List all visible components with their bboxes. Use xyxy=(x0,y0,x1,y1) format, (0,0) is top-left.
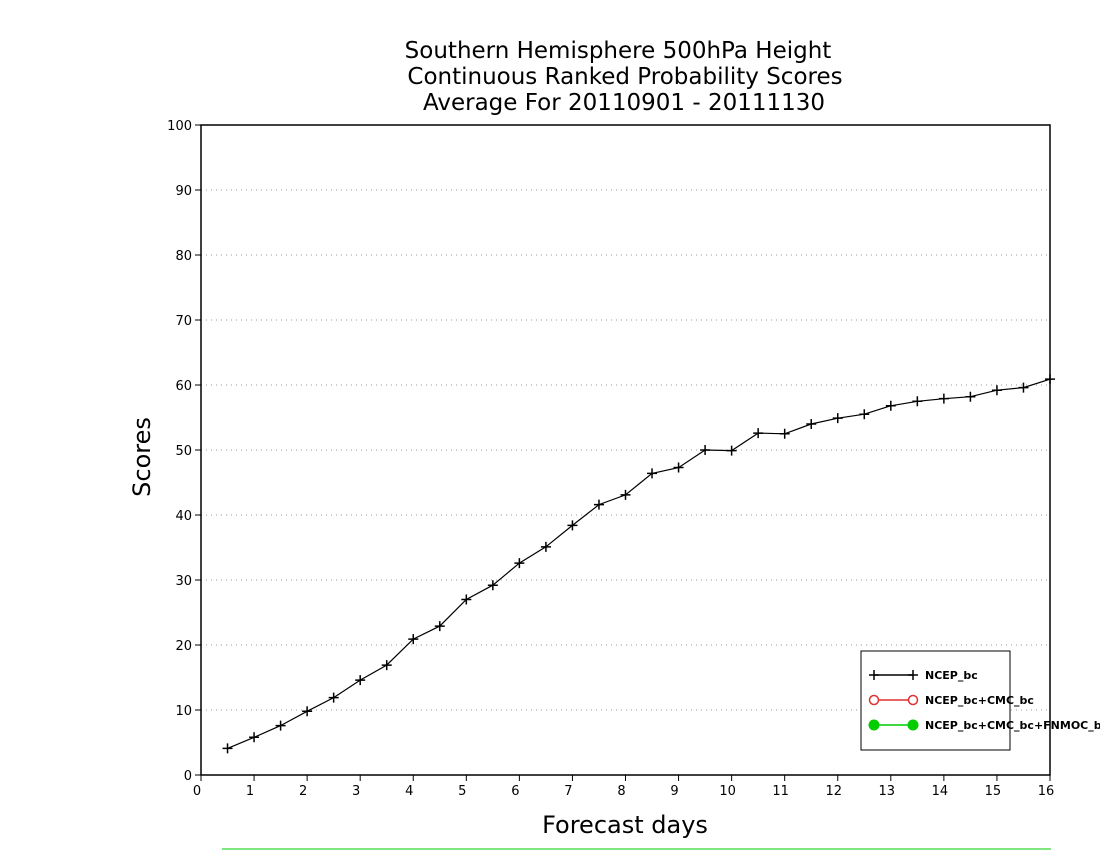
x-axis: 0 1 2 3 4 5 6 7 8 9 10 11 12 13 14 15 16 xyxy=(193,775,1054,799)
legend-item-0: NCEP_bc xyxy=(869,669,978,682)
legend: NCEP_bc NCEP_bc+CMC_bc NCEP_bc+CMC_bc+FNMO… xyxy=(860,650,1100,751)
series-layer xyxy=(222,374,1055,754)
x-tick-label: 6 xyxy=(511,784,519,799)
x-tick-label: 3 xyxy=(352,784,360,799)
y-tick-label: 30 xyxy=(175,574,192,589)
data-point xyxy=(1045,374,1055,385)
y-axis: 0 10 20 30 40 50 60 70 80 90 100 xyxy=(167,119,201,784)
x-axis-title: Forecast days xyxy=(542,811,708,839)
y-tick-label: 70 xyxy=(175,314,192,329)
legend-marker xyxy=(907,719,919,731)
legend-marker xyxy=(868,719,880,731)
data-point xyxy=(487,580,498,591)
data-point xyxy=(832,413,843,424)
grid-lines xyxy=(201,189,1050,711)
chart-title-line-1: Southern Hemisphere 500hPa Height xyxy=(405,38,832,64)
data-point xyxy=(355,675,366,686)
data-point xyxy=(1018,382,1029,393)
series-0 xyxy=(222,374,1055,754)
data-point xyxy=(912,396,923,407)
data-point xyxy=(620,489,631,500)
y-axis-title: Scores xyxy=(128,417,156,497)
x-tick-label: 15 xyxy=(985,784,1002,799)
data-point xyxy=(726,445,737,456)
y-tick-label: 90 xyxy=(175,184,192,199)
data-point xyxy=(753,428,764,439)
chart-title-line-3: Average For 20110901 - 20111130 xyxy=(423,90,825,116)
data-point xyxy=(408,634,419,645)
x-tick-label: 0 xyxy=(193,784,201,799)
data-point xyxy=(991,385,1002,396)
data-point xyxy=(381,660,392,671)
data-point xyxy=(249,732,260,743)
data-point xyxy=(779,428,790,439)
legend-label: NCEP_bc xyxy=(925,669,978,682)
data-point xyxy=(514,558,525,569)
x-tick-label: 16 xyxy=(1038,784,1055,799)
x-tick-label: 2 xyxy=(299,784,307,799)
data-point xyxy=(673,462,684,473)
x-tick-label: 8 xyxy=(617,784,625,799)
data-point xyxy=(806,419,817,429)
y-tick-label: 20 xyxy=(175,639,192,654)
data-point xyxy=(302,706,313,717)
data-point xyxy=(222,743,233,754)
legend-item-2: NCEP_bc+CMC_bc+FNMOC_bc xyxy=(868,719,1100,732)
x-tick-label: 11 xyxy=(772,784,789,799)
y-tick-label: 0 xyxy=(184,769,192,784)
y-tick-label: 100 xyxy=(167,119,192,134)
legend-item-1: NCEP_bc+CMC_bc xyxy=(868,694,1034,707)
x-tick-label: 10 xyxy=(719,784,736,799)
data-point xyxy=(700,445,711,455)
x-tick-label: 12 xyxy=(825,784,842,799)
y-tick-label: 40 xyxy=(175,509,192,524)
legend-label: NCEP_bc+CMC_bc xyxy=(925,694,1034,707)
data-point xyxy=(328,692,339,703)
data-point xyxy=(275,720,286,731)
data-point xyxy=(965,391,976,402)
data-point xyxy=(938,393,949,404)
series-line xyxy=(227,378,1051,749)
legend-marker xyxy=(869,670,879,680)
x-tick-label: 4 xyxy=(405,784,413,799)
data-point xyxy=(540,541,551,552)
y-tick-label: 60 xyxy=(175,379,192,394)
x-tick-label: 1 xyxy=(246,784,254,799)
legend-marker xyxy=(907,694,919,706)
y-tick-label: 50 xyxy=(175,444,192,459)
x-tick-label: 9 xyxy=(670,784,678,799)
data-point xyxy=(885,400,896,411)
data-point xyxy=(647,468,658,479)
chart-title-line-2: Continuous Ranked Probability Scores xyxy=(407,64,842,90)
legend-marker xyxy=(868,694,880,706)
legend-label: NCEP_bc+CMC_bc+FNMOC_bc xyxy=(925,719,1100,732)
legend-marker xyxy=(908,670,918,680)
data-point xyxy=(593,499,604,510)
data-point xyxy=(567,520,578,531)
x-tick-label: 13 xyxy=(879,784,896,799)
x-tick-label: 14 xyxy=(932,784,949,799)
data-point xyxy=(461,594,472,605)
x-tick-label: 5 xyxy=(458,784,466,799)
y-tick-label: 80 xyxy=(175,249,192,264)
data-point xyxy=(434,621,445,632)
x-tick-label: 7 xyxy=(564,784,572,799)
y-tick-label: 10 xyxy=(175,704,192,719)
data-point xyxy=(859,409,870,420)
